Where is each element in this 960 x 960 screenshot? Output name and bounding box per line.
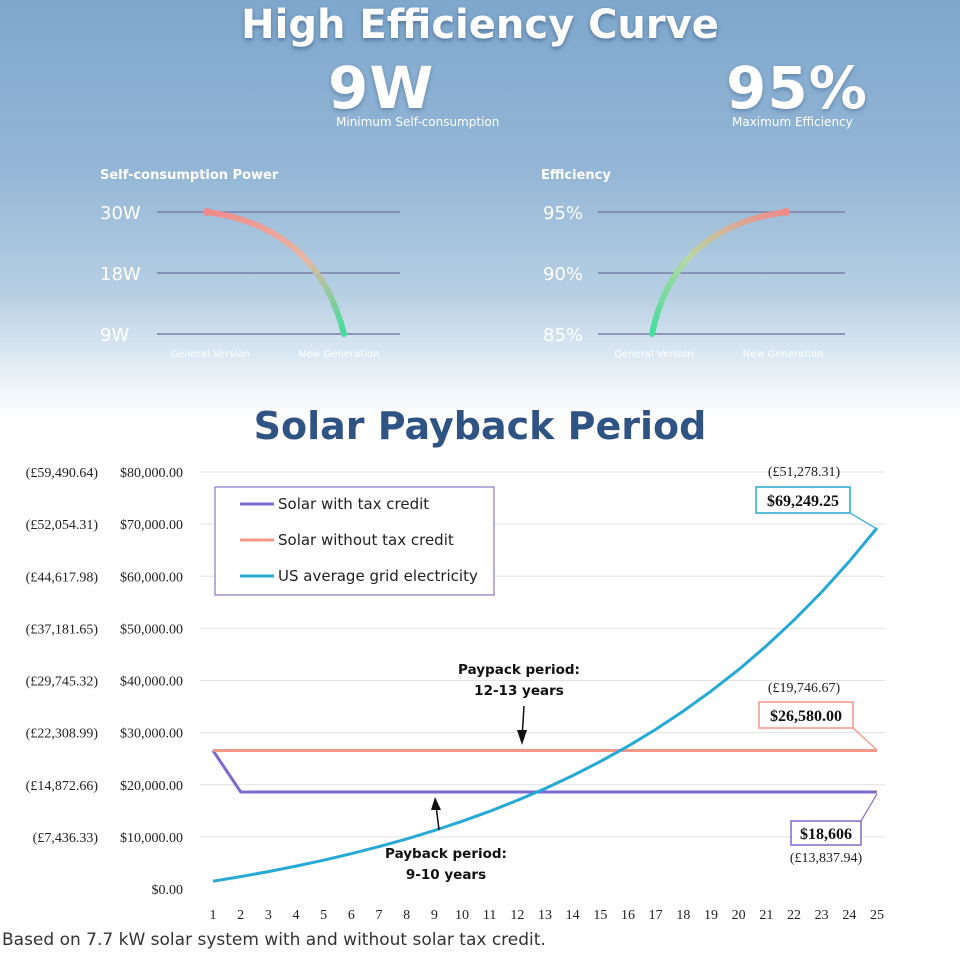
payback-x-tick: 21 bbox=[759, 908, 773, 923]
mini-charts: 30W 18W 9W General Version New Generation 95… bbox=[100, 203, 845, 360]
payback-x-tick: 14 bbox=[566, 908, 580, 923]
payback-end-leader bbox=[852, 727, 878, 751]
payback-legend: Solar with tax credit Solar without tax c… bbox=[214, 486, 495, 596]
payback-annotations: $69,249.25 (£51,278.31) $26,580.00 (£19,746… bbox=[385, 465, 878, 883]
payback-x-tick: 12 bbox=[510, 908, 524, 923]
mini-x-label: General Version bbox=[170, 349, 249, 360]
payback-end-gbp: (£51,278.31) bbox=[768, 465, 841, 480]
payback-x-tick: 6 bbox=[348, 908, 355, 923]
payback-series-line bbox=[211, 749, 877, 794]
payback-x-tick: 10 bbox=[455, 908, 469, 923]
mini-curve bbox=[649, 209, 789, 337]
payback-x-tick: 23 bbox=[815, 908, 829, 923]
payback-annotation-arrowhead bbox=[431, 797, 441, 810]
payback-y-tick-usd: $50,000.00 bbox=[120, 622, 183, 637]
payback-y-tick-gbp: (£44,617.98) bbox=[26, 570, 99, 585]
payback-x-tick: 24 bbox=[842, 908, 856, 923]
mini-y-tick-label: 85% bbox=[543, 325, 583, 346]
payback-y-tick-gbp: (£14,872.66) bbox=[26, 779, 99, 794]
stat-min-self-consumption-value: 9W bbox=[328, 54, 435, 122]
payback-legend-label: Solar with tax credit bbox=[278, 495, 429, 513]
payback-x-tick: 8 bbox=[403, 908, 410, 923]
payback-y-tick-gbp: (£29,745.32) bbox=[26, 675, 99, 690]
mini-y-tick-label: 90% bbox=[543, 264, 583, 285]
payback-y-tick-usd: $30,000.00 bbox=[120, 727, 183, 742]
payback-y-tick-usd: $40,000.00 bbox=[120, 675, 183, 690]
payback-x-tick: 7 bbox=[376, 908, 383, 923]
payback-title: Solar Payback Period bbox=[253, 404, 707, 448]
payback-y-tick-usd: $0.00 bbox=[152, 883, 184, 898]
payback-annotation-line1: Paypack period: bbox=[458, 662, 580, 678]
self-consumption-chart: 30W 18W 9W General Version New Generation bbox=[100, 203, 400, 360]
self-consumption-chart-title: Self-consumption Power bbox=[100, 168, 279, 183]
stat-min-self-consumption-caption: Minimum Self-consumption bbox=[336, 115, 500, 129]
payback-annotation-line1: Payback period: bbox=[385, 846, 507, 862]
mini-x-label: New Generation bbox=[743, 349, 824, 360]
payback-end-value: $69,249.25 bbox=[767, 493, 839, 510]
footer-note: Based on 7.7 kW solar system with and wi… bbox=[2, 930, 546, 950]
mini-x-label: General Version bbox=[614, 349, 693, 360]
payback-x-tick: 11 bbox=[483, 908, 496, 923]
payback-x-tick: 25 bbox=[870, 908, 884, 923]
payback-x-tick: 19 bbox=[704, 908, 718, 923]
payback-x-tick: 17 bbox=[649, 908, 663, 923]
mini-y-tick-label: 9W bbox=[100, 325, 129, 346]
payback-x-tick: 13 bbox=[538, 908, 552, 923]
payback-x-tick: 16 bbox=[621, 908, 635, 923]
payback-y-tick-usd: $80,000.00 bbox=[120, 466, 183, 481]
mini-y-tick-label: 95% bbox=[543, 203, 583, 224]
mini-y-tick-label: 30W bbox=[100, 203, 141, 224]
payback-x-tick: 1 bbox=[210, 908, 217, 923]
payback-x-tick: 22 bbox=[787, 908, 801, 923]
mini-peak-dot bbox=[203, 208, 211, 216]
payback-end-box bbox=[758, 701, 854, 729]
payback-legend-label: Solar without tax credit bbox=[278, 531, 454, 549]
payback-x-tick: 9 bbox=[431, 908, 438, 923]
payback-x-tick: 4 bbox=[293, 908, 300, 923]
payback-y-tick-usd: $20,000.00 bbox=[120, 779, 183, 794]
payback-series bbox=[211, 527, 879, 883]
payback-y-tick-usd: $70,000.00 bbox=[120, 518, 183, 533]
payback-y-tick-gbp: (£59,490.64) bbox=[26, 466, 99, 481]
payback-y-tick-gbp: (£7,436.33) bbox=[33, 831, 99, 846]
payback-y-axis: $0.00 $10,000.00 (£7,436.33) $20,000.00 (£14… bbox=[26, 466, 183, 898]
stat-max-efficiency-value: 95% bbox=[726, 54, 868, 122]
payback-end-leader bbox=[860, 793, 878, 822]
mini-y-tick-label: 18W bbox=[100, 264, 141, 285]
payback-x-tick: 5 bbox=[320, 908, 327, 923]
payback-y-tick-gbp: (£52,054.31) bbox=[26, 518, 99, 533]
payback-end-gbp: (£13,837.94) bbox=[790, 851, 863, 866]
payback-x-tick: 18 bbox=[676, 908, 690, 923]
payback-annotation-arrowhead bbox=[517, 730, 527, 745]
payback-end-leader bbox=[849, 512, 878, 530]
payback-legend-label: US average grid electricity bbox=[278, 567, 478, 585]
payback-y-tick-gbp: (£37,181.65) bbox=[26, 622, 99, 637]
payback-annotation-line2: 12-13 years bbox=[474, 683, 564, 699]
payback-end-box bbox=[790, 820, 862, 846]
payback-x-tick: 2 bbox=[237, 908, 244, 923]
payback-chart: $0.00 $10,000.00 (£7,436.33) $20,000.00 (£14… bbox=[26, 465, 885, 923]
stat-max-efficiency-caption: Maximum Efficiency bbox=[732, 115, 853, 129]
payback-end-value: $26,580.00 bbox=[770, 708, 842, 725]
payback-x-tick: 15 bbox=[593, 908, 607, 923]
efficiency-panel bbox=[0, 0, 960, 420]
payback-end-box bbox=[755, 486, 851, 514]
main-title: High Efficiency Curve bbox=[241, 2, 719, 48]
payback-y-tick-usd: $60,000.00 bbox=[120, 570, 183, 585]
payback-y-tick-usd: $10,000.00 bbox=[120, 831, 183, 846]
payback-x-axis: 1 2 3 4 5 6 7 8 9 10 11 12 13 14 15 16 17 18 19 20 21 22 23 24 2… bbox=[210, 908, 885, 923]
mini-peak-dot bbox=[782, 208, 790, 216]
payback-annotation-line2: 9-10 years bbox=[406, 867, 486, 883]
payback-series-line bbox=[212, 527, 879, 883]
payback-y-tick-gbp: (£22,308.99) bbox=[26, 727, 99, 742]
payback-x-tick: 20 bbox=[732, 908, 746, 923]
payback-end-gbp: (£19,746.67) bbox=[768, 681, 841, 696]
payback-end-value: $18,606 bbox=[800, 826, 852, 843]
mini-curve bbox=[204, 209, 347, 337]
payback-x-tick: 3 bbox=[265, 908, 272, 923]
efficiency-chart: 95% 90% 85% General Version New Generation bbox=[543, 203, 845, 360]
efficiency-chart-title: Efficiency bbox=[541, 168, 611, 183]
mini-x-label: New Generation bbox=[299, 349, 380, 360]
